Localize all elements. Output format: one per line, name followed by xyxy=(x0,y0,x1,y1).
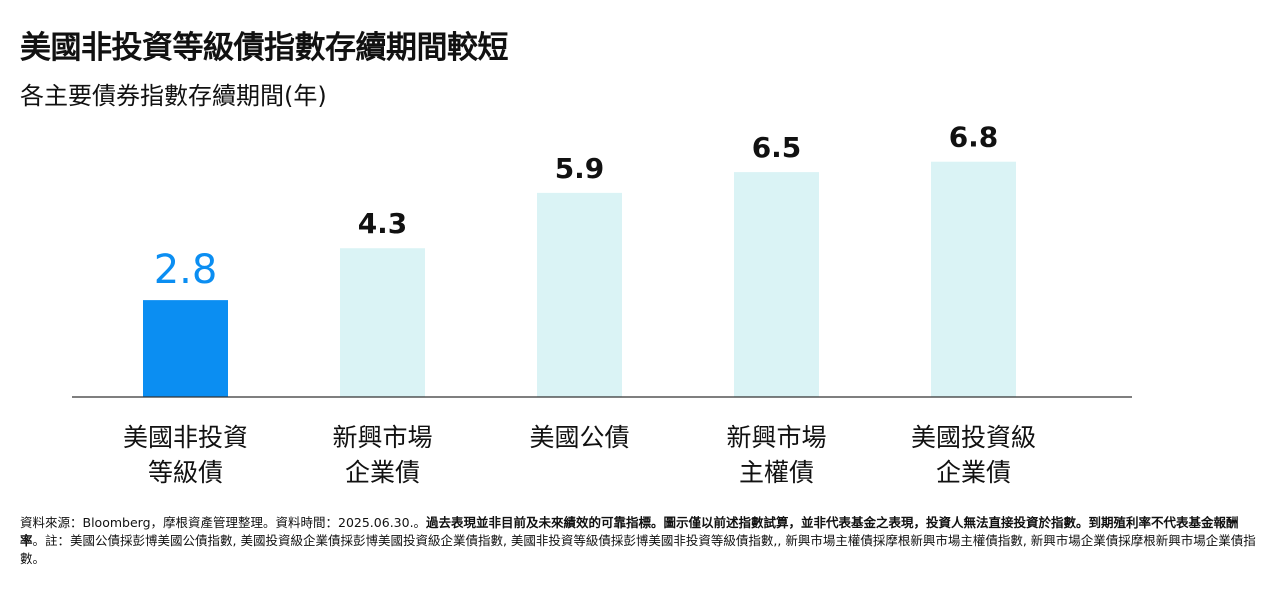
bar-4 xyxy=(734,172,819,397)
value-label-2: 4.3 xyxy=(358,207,408,240)
value-label-1: 2.8 xyxy=(154,247,218,293)
footer-index-note: 。註：美國公債採彭博美國公債指數, 美國投資級企業債採彭博美國投資級企業債指數,… xyxy=(20,533,1256,566)
value-label-3: 5.9 xyxy=(555,152,605,185)
category-label-2-line-2: 企業債 xyxy=(345,458,420,487)
value-label-5: 6.8 xyxy=(949,121,999,154)
footer-note: 資料來源：Bloomberg，摩根資產管理整理。資料時間：2025.06.30.… xyxy=(20,514,1262,568)
category-label-4-line-1: 新興市場 xyxy=(726,423,826,452)
bar-2 xyxy=(340,248,425,397)
chart-title: 美國非投資等級債指數存續期間較短 xyxy=(20,30,509,66)
footer-source: 資料來源：Bloomberg，摩根資產管理整理。資料時間：2025.06.30.… xyxy=(20,515,427,530)
category-label-2-line-1: 新興市場 xyxy=(332,423,432,452)
footer-disclaimer: 過去表現並非目前及未來績效的可靠指標。圖示僅以前述指數試算，並非代表基金之表現，… xyxy=(20,515,1239,548)
value-label-4: 6.5 xyxy=(752,131,802,164)
category-label-3-line-1: 美國公債 xyxy=(529,423,629,452)
chart-subtitle: 各主要債券指數存續期間(年) xyxy=(20,82,327,110)
category-label-1-line-1: 美國非投資 xyxy=(123,423,248,452)
bar-3 xyxy=(537,192,622,397)
category-label-1-line-2: 等級債 xyxy=(148,458,223,487)
bar-1 xyxy=(143,300,228,397)
bar-5 xyxy=(931,161,1016,397)
bar-chart: 2.8 美國非投資等級債 4.3 新興市場企業債 5.9 美國公債 6.5 新興市場主權債 6.… xyxy=(72,121,1132,487)
category-label-4-line-2: 主權債 xyxy=(739,458,814,487)
category-label-5-line-1: 美國投資級 xyxy=(911,423,1036,452)
category-label-5-line-2: 企業債 xyxy=(936,458,1011,487)
